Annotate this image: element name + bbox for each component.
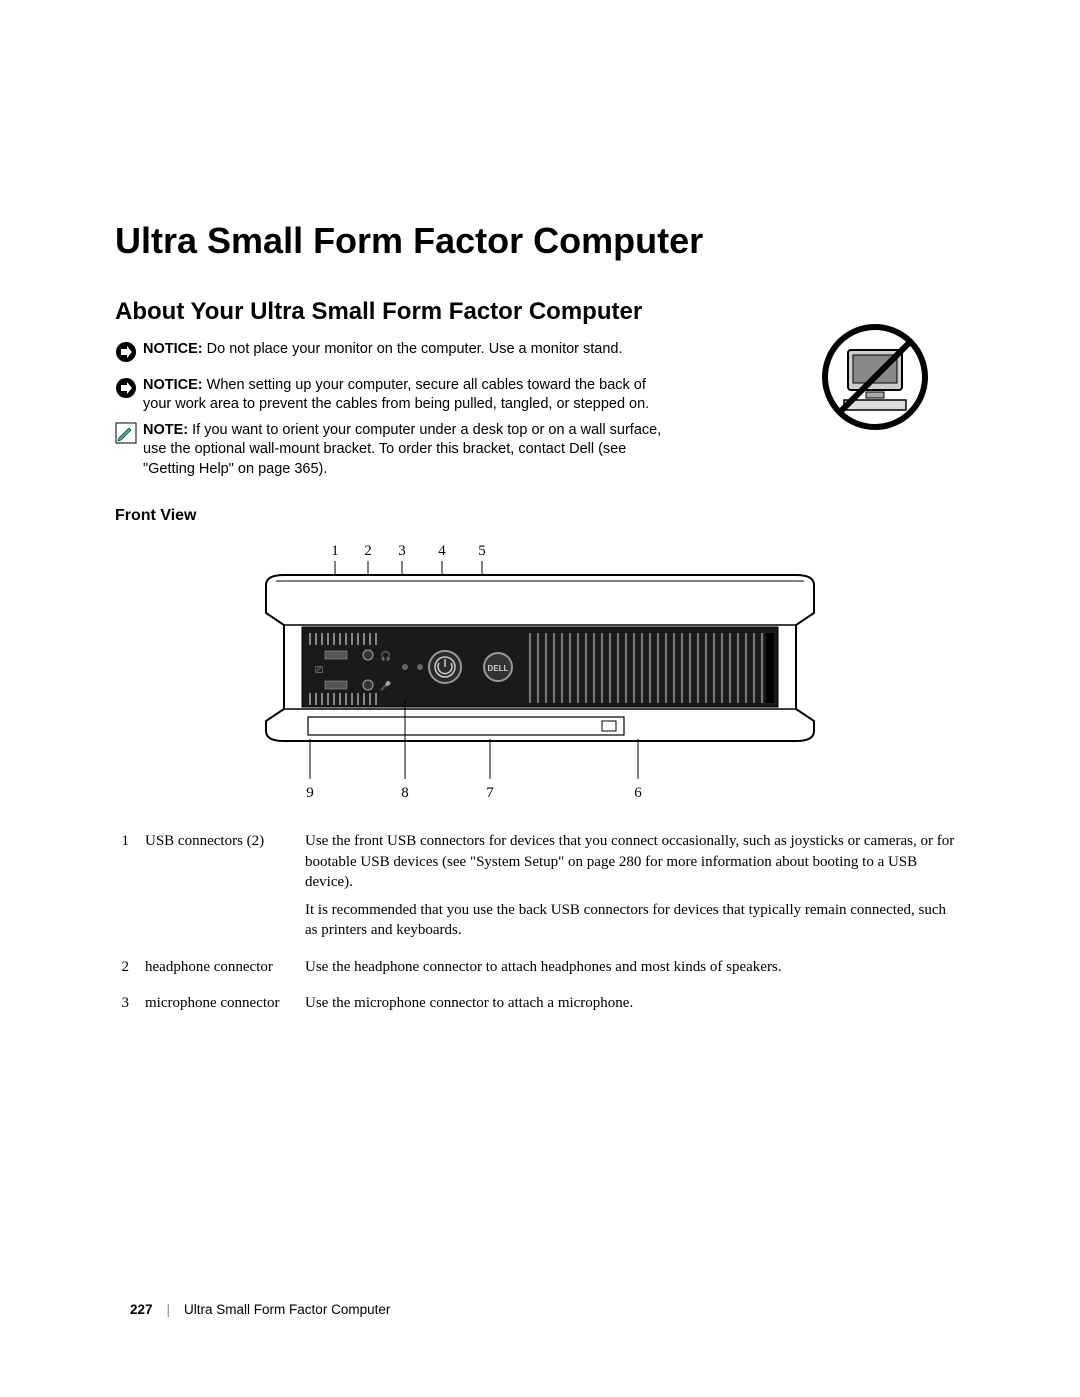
desc-text: Use the microphone connector to attach a… <box>305 989 965 1025</box>
callout-8: 8 <box>401 785 409 801</box>
desc-text: Use the front USB connectors for devices… <box>305 827 965 952</box>
svg-text:🎧: 🎧 <box>380 650 391 661</box>
desc-text: Use the headphone connector to attach he… <box>305 953 965 989</box>
table-row: 1 USB connectors (2) Use the front USB c… <box>115 827 965 952</box>
desc-label: USB connectors (2) <box>145 827 305 952</box>
note-text: NOTE: If you want to orient your compute… <box>143 421 675 480</box>
description-table: 1 USB connectors (2) Use the front USB c… <box>115 827 965 1025</box>
table-row: 3 microphone connector Use the microphon… <box>115 989 965 1025</box>
notice-text: NOTICE: When setting up your computer, s… <box>143 376 675 415</box>
notice-row: NOTICE: Do not place your monitor on the… <box>115 340 675 370</box>
notice-text: NOTICE: Do not place your monitor on the… <box>143 340 623 360</box>
callout-3: 3 <box>398 543 406 559</box>
front-view-heading: Front View <box>115 507 965 525</box>
callout-6: 6 <box>634 785 642 801</box>
svg-text:⎚: ⎚ <box>315 665 323 676</box>
desc-num: 3 <box>115 989 145 1025</box>
callout-5: 5 <box>478 543 486 559</box>
desc-label: microphone connector <box>145 989 305 1025</box>
page-title: Ultra Small Form Factor Computer <box>115 220 965 262</box>
callout-1: 1 <box>331 543 339 559</box>
desc-num: 2 <box>115 953 145 989</box>
callout-4: 4 <box>438 543 446 559</box>
page-footer: 227 | Ultra Small Form Factor Computer <box>130 1302 390 1317</box>
callout-9: 9 <box>306 785 314 801</box>
svg-text:🎤: 🎤 <box>380 680 391 691</box>
notice-arrow-icon <box>115 340 143 370</box>
page-number: 227 <box>130 1302 153 1317</box>
front-view-figure: 1 2 3 4 5 <box>115 539 965 809</box>
running-head: Ultra Small Form Factor Computer <box>184 1302 390 1317</box>
notice-row: NOTICE: When setting up your computer, s… <box>115 376 675 415</box>
desc-label: headphone connector <box>145 953 305 989</box>
note-pencil-icon <box>115 421 143 451</box>
footer-separator: | <box>167 1302 171 1317</box>
desc-num: 1 <box>115 827 145 952</box>
callout-7: 7 <box>486 785 494 801</box>
note-row: NOTE: If you want to orient your compute… <box>115 421 675 480</box>
notice-arrow-icon <box>115 376 143 406</box>
callout-2: 2 <box>364 543 372 559</box>
svg-text:DELL: DELL <box>488 664 509 673</box>
no-monitor-icon <box>820 322 930 437</box>
table-row: 2 headphone connector Use the headphone … <box>115 953 965 989</box>
